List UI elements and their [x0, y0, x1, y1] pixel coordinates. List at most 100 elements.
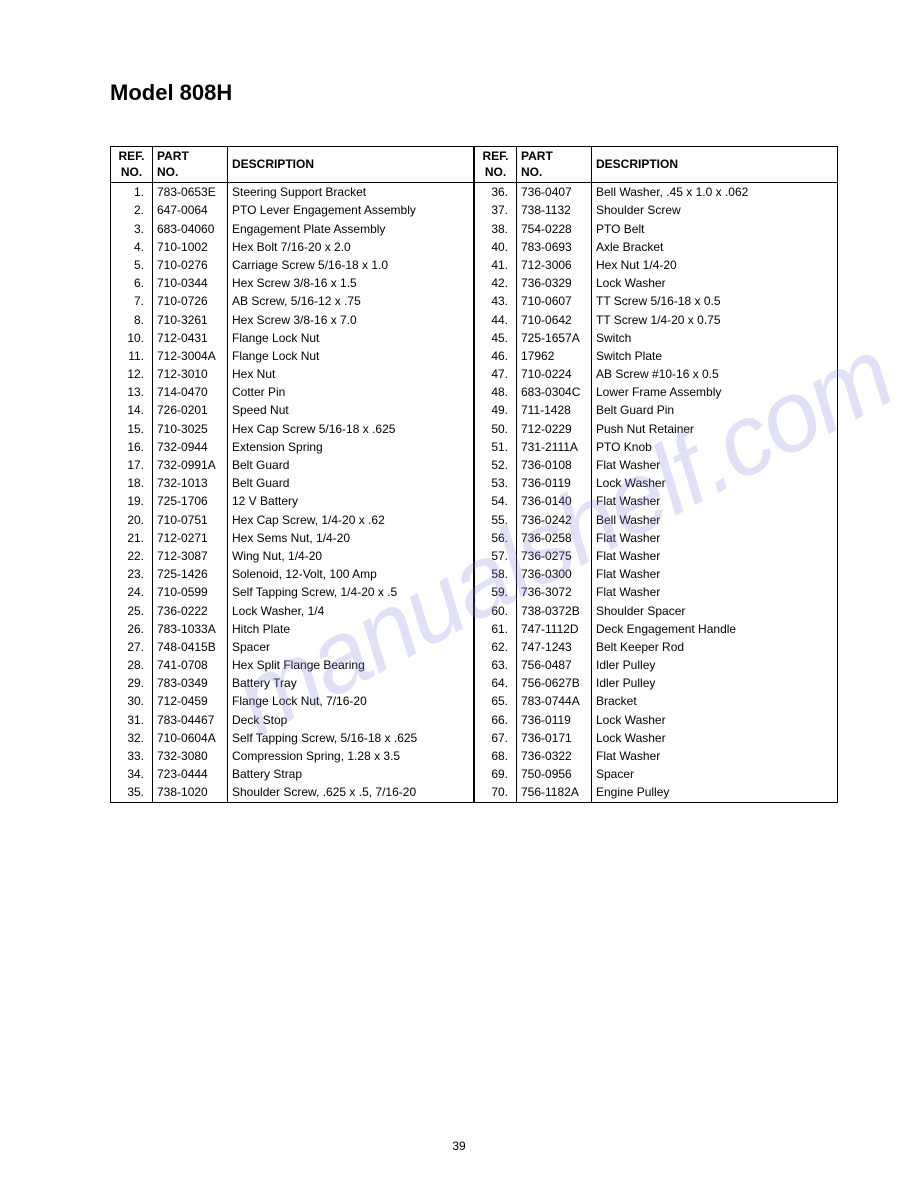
cell-ref-no: 48.: [475, 383, 517, 401]
cell-part-no: 710-3261: [153, 311, 228, 329]
table-row: 68.736-0322Flat Washer: [475, 747, 838, 765]
table-row: 18.732-1013Belt Guard: [111, 474, 474, 492]
header-part-no: PARTNO.: [517, 147, 592, 183]
cell-ref-no: 16.: [111, 438, 153, 456]
cell-ref-no: 15.: [111, 420, 153, 438]
tables-wrapper: REF.NO. PARTNO. DESCRIPTION 1.783-0653ES…: [110, 146, 838, 803]
cell-description: Cotter Pin: [228, 383, 474, 401]
cell-ref-no: 42.: [475, 274, 517, 292]
table-row: 37.738-1132Shoulder Screw: [475, 201, 838, 219]
table-row: 30.712-0459Flange Lock Nut, 7/16-20: [111, 692, 474, 710]
cell-part-no: 756-0627B: [517, 674, 592, 692]
cell-ref-no: 19.: [111, 492, 153, 510]
cell-ref-no: 70.: [475, 783, 517, 802]
cell-part-no: 710-0344: [153, 274, 228, 292]
table-row: 32.710-0604ASelf Tapping Screw, 5/16-18 …: [111, 729, 474, 747]
table-row: 20.710-0751Hex Cap Screw, 1/4-20 x .62: [111, 511, 474, 529]
cell-part-no: 756-1182A: [517, 783, 592, 802]
cell-part-no: 710-0599: [153, 583, 228, 601]
table-row: 59.736-3072Flat Washer: [475, 583, 838, 601]
table-row: 70.756-1182AEngine Pulley: [475, 783, 838, 802]
cell-ref-no: 66.: [475, 711, 517, 729]
cell-part-no: 783-0349: [153, 674, 228, 692]
cell-description: Carriage Screw 5/16-18 x 1.0: [228, 256, 474, 274]
cell-ref-no: 38.: [475, 220, 517, 238]
cell-part-no: 710-0607: [517, 292, 592, 310]
cell-part-no: 736-0222: [153, 602, 228, 620]
cell-ref-no: 35.: [111, 783, 153, 802]
cell-ref-no: 23.: [111, 565, 153, 583]
table-row: 58.736-0300Flat Washer: [475, 565, 838, 583]
cell-ref-no: 64.: [475, 674, 517, 692]
table-row: 8.710-3261Hex Screw 3/8-16 x 7.0: [111, 311, 474, 329]
cell-ref-no: 50.: [475, 420, 517, 438]
cell-ref-no: 68.: [475, 747, 517, 765]
cell-part-no: 783-1033A: [153, 620, 228, 638]
cell-description: Flat Washer: [592, 583, 838, 601]
cell-part-no: 712-3006: [517, 256, 592, 274]
cell-ref-no: 43.: [475, 292, 517, 310]
cell-part-no: 736-0119: [517, 474, 592, 492]
cell-ref-no: 59.: [475, 583, 517, 601]
cell-part-no: 736-0258: [517, 529, 592, 547]
cell-description: Flat Washer: [592, 529, 838, 547]
cell-description: PTO Knob: [592, 438, 838, 456]
cell-part-no: 736-0300: [517, 565, 592, 583]
cell-part-no: 754-0228: [517, 220, 592, 238]
cell-ref-no: 51.: [475, 438, 517, 456]
cell-ref-no: 1.: [111, 183, 153, 202]
cell-ref-no: 8.: [111, 311, 153, 329]
cell-description: PTO Lever Engagement Assembly: [228, 201, 474, 219]
cell-description: Hex Cap Screw, 1/4-20 x .62: [228, 511, 474, 529]
cell-description: Shoulder Spacer: [592, 602, 838, 620]
cell-ref-no: 6.: [111, 274, 153, 292]
table-row: 16.732-0944Extension Spring: [111, 438, 474, 456]
cell-description: Bracket: [592, 692, 838, 710]
cell-part-no: 712-0459: [153, 692, 228, 710]
cell-description: Spacer: [228, 638, 474, 656]
cell-description: Steering Support Bracket: [228, 183, 474, 202]
table-row: 46.17962Switch Plate: [475, 347, 838, 365]
cell-part-no: 710-0642: [517, 311, 592, 329]
cell-part-no: 731-2111A: [517, 438, 592, 456]
cell-part-no: 725-1426: [153, 565, 228, 583]
cell-part-no: 647-0064: [153, 201, 228, 219]
table-row: 36.736-0407Bell Washer, .45 x 1.0 x .062: [475, 183, 838, 202]
table-row: 2.647-0064PTO Lever Engagement Assembly: [111, 201, 474, 219]
cell-part-no: 738-0372B: [517, 602, 592, 620]
cell-part-no: 725-1706: [153, 492, 228, 510]
cell-ref-no: 45.: [475, 329, 517, 347]
cell-description: Switch Plate: [592, 347, 838, 365]
cell-description: Flat Washer: [592, 492, 838, 510]
cell-ref-no: 7.: [111, 292, 153, 310]
cell-ref-no: 67.: [475, 729, 517, 747]
parts-table-left: REF.NO. PARTNO. DESCRIPTION 1.783-0653ES…: [110, 146, 474, 803]
cell-part-no: 712-3087: [153, 547, 228, 565]
cell-description: Push Nut Retainer: [592, 420, 838, 438]
table-row: 38.754-0228PTO Belt: [475, 220, 838, 238]
cell-part-no: 748-0415B: [153, 638, 228, 656]
cell-ref-no: 10.: [111, 329, 153, 347]
cell-part-no: 747-1112D: [517, 620, 592, 638]
cell-description: Idler Pulley: [592, 656, 838, 674]
table-row: 63.756-0487Idler Pulley: [475, 656, 838, 674]
cell-ref-no: 4.: [111, 238, 153, 256]
cell-description: Lock Washer: [592, 729, 838, 747]
cell-ref-no: 29.: [111, 674, 153, 692]
cell-description: Self Tapping Screw, 1/4-20 x .5: [228, 583, 474, 601]
cell-description: Compression Spring, 1.28 x 3.5: [228, 747, 474, 765]
table-row: 44.710-0642TT Screw 1/4-20 x 0.75: [475, 311, 838, 329]
cell-description: Flange Lock Nut, 7/16-20: [228, 692, 474, 710]
table-row: 15.710-3025Hex Cap Screw 5/16-18 x .625: [111, 420, 474, 438]
cell-ref-no: 41.: [475, 256, 517, 274]
cell-description: Bell Washer: [592, 511, 838, 529]
table-row: 31.783-04467Deck Stop: [111, 711, 474, 729]
cell-ref-no: 37.: [475, 201, 517, 219]
table-row: 3.683-04060Engagement Plate Assembly: [111, 220, 474, 238]
table-row: 6.710-0344Hex Screw 3/8-16 x 1.5: [111, 274, 474, 292]
cell-ref-no: 12.: [111, 365, 153, 383]
table-row: 61.747-1112DDeck Engagement Handle: [475, 620, 838, 638]
cell-part-no: 712-0431: [153, 329, 228, 347]
table-row: 53.736-0119Lock Washer: [475, 474, 838, 492]
cell-description: Solenoid, 12-Volt, 100 Amp: [228, 565, 474, 583]
